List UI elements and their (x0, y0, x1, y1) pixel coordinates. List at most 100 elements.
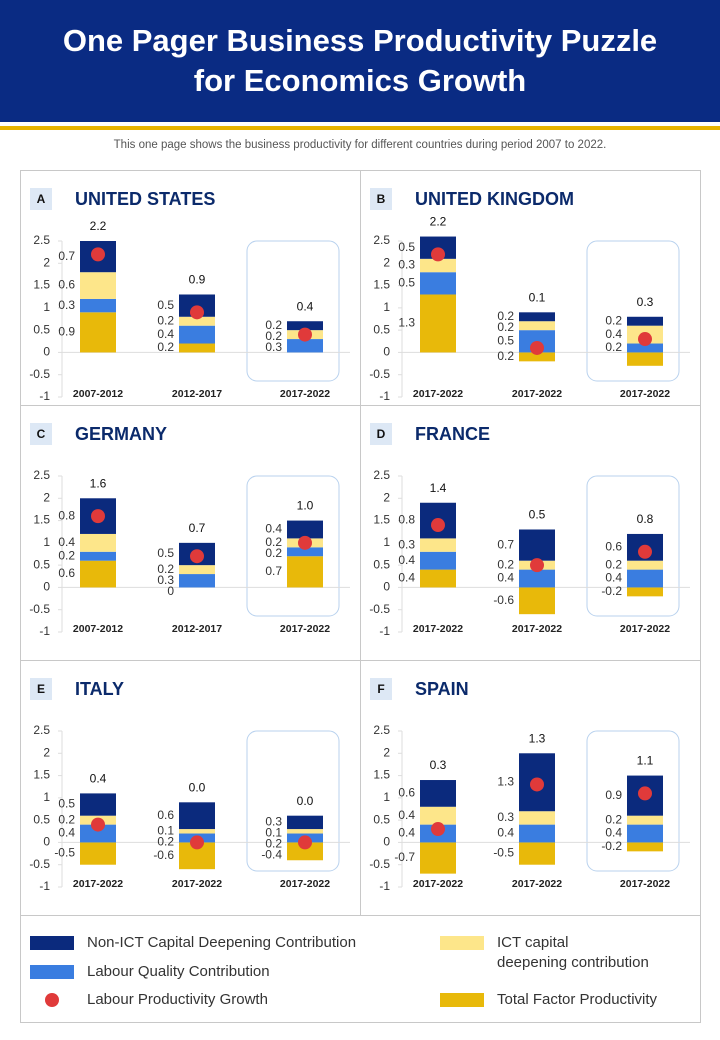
segment-label: 0.2 (605, 340, 622, 354)
segment-label: 0.3 (265, 340, 282, 354)
y-tick-label: -1 (39, 624, 50, 638)
panel-title: FRANCE (415, 424, 490, 444)
segment-label: -0.5 (493, 846, 514, 860)
segment-label: 0.4 (605, 327, 622, 341)
subtitle: This one page shows the business product… (113, 139, 607, 151)
growth-dot (91, 247, 105, 262)
panel-letter: E (37, 682, 45, 696)
bar-segment (287, 547, 323, 557)
y-tick-label: -0.5 (369, 857, 390, 871)
legend-marker (30, 965, 74, 979)
legend-label: Labour Productivity Growth (87, 991, 268, 1008)
y-tick-label: 2 (383, 745, 390, 759)
segment-label: 1.3 (398, 316, 415, 330)
panel-letter: C (37, 427, 46, 441)
y-tick-label: 0 (43, 580, 50, 594)
bar-segment (519, 811, 555, 825)
x-tick-label: 2017-2022 (172, 878, 222, 890)
segment-label: 0.7 (58, 249, 75, 263)
bar-segment (80, 298, 116, 313)
x-tick-label: 2017-2022 (620, 388, 670, 400)
bar-segment (519, 842, 555, 865)
segment-label: 0.4 (398, 571, 415, 585)
bar-segment (420, 569, 456, 588)
segment-label: -0.2 (601, 584, 622, 598)
segment-label: 0.5 (157, 546, 174, 560)
bar-segment (80, 560, 116, 588)
panel-letter: A (37, 192, 46, 206)
growth-dot (431, 247, 445, 262)
segment-label: 0.2 (157, 340, 174, 354)
y-tick-label: 1 (43, 535, 50, 549)
segment-label: 0.4 (398, 553, 415, 567)
y-tick-label: -0.5 (369, 602, 390, 616)
segment-label: 0.2 (157, 313, 174, 327)
growth-label: 1.0 (297, 499, 314, 513)
segment-label: 0.2 (58, 812, 75, 826)
y-tick-label: -1 (379, 389, 390, 403)
bar-segment (287, 556, 323, 588)
segment-label: 0.4 (58, 535, 75, 549)
letter-box (370, 678, 392, 700)
growth-dot (91, 817, 105, 832)
segment-label: 0.4 (58, 826, 75, 840)
x-tick-label: 2007-2012 (73, 623, 123, 635)
bar-segment (179, 316, 215, 326)
segment-label: 0.4 (265, 522, 282, 536)
growth-label: 0.0 (189, 780, 206, 794)
segment-label: 0.4 (605, 571, 622, 585)
growth-label: 0.8 (637, 512, 654, 526)
legend-marker (45, 993, 59, 1007)
segment-label: 0.2 (497, 309, 514, 323)
panel-letter: F (377, 682, 384, 696)
bar-segment (179, 565, 215, 575)
segment-label: 0.6 (58, 278, 75, 292)
segment-label: 0.2 (605, 557, 622, 571)
segment-label: -0.7 (394, 850, 415, 864)
bar-segment (179, 325, 215, 344)
panel-title: UNITED STATES (75, 189, 215, 209)
x-tick-label: 2017-2022 (512, 623, 562, 635)
segment-label: 0.6 (398, 786, 415, 800)
y-tick-label: 1.5 (373, 768, 390, 782)
segment-label: 0.2 (157, 562, 174, 576)
growth-dot (190, 835, 204, 850)
y-tick-label: 0.5 (33, 557, 50, 571)
segment-label: -0.2 (601, 839, 622, 853)
growth-dot (431, 822, 445, 837)
bar-segment (420, 842, 456, 874)
segment-label: 0.1 (157, 823, 174, 837)
segment-label: 0.4 (497, 826, 514, 840)
growth-dot (638, 544, 652, 559)
highlight-box (246, 730, 340, 872)
y-tick-label: -0.5 (29, 602, 50, 616)
growth-dot (638, 332, 652, 347)
bar-segment (420, 806, 456, 825)
bar-segment (519, 569, 555, 588)
x-tick-label: 2017-2022 (413, 388, 463, 400)
y-tick-label: -1 (379, 624, 390, 638)
y-tick-label: 1.5 (373, 278, 390, 292)
y-tick-label: -0.5 (369, 367, 390, 381)
legend-label: Labour Quality Contribution (87, 963, 270, 980)
bar-segment (179, 343, 215, 353)
y-tick-label: 0 (383, 580, 390, 594)
bar-segment (80, 533, 116, 552)
bar-segment (80, 793, 116, 816)
segment-label: 0.2 (265, 546, 282, 560)
growth-label: 0.0 (297, 794, 314, 808)
letter-box (30, 678, 52, 700)
bar-segment (287, 829, 323, 834)
y-tick-label: 2.5 (373, 723, 390, 737)
segment-label: 0.2 (265, 329, 282, 343)
bar-segment (519, 587, 555, 615)
bar-segment (287, 520, 323, 539)
y-tick-label: 2.5 (33, 723, 50, 737)
legend-marker (30, 936, 74, 950)
page-title: One Pager Business Productivity Puzzle f… (62, 23, 658, 98)
y-tick-label: 0 (383, 345, 390, 359)
bar-segment (80, 312, 116, 353)
panel-title: SPAIN (415, 679, 469, 699)
x-tick-label: 2017-2022 (280, 388, 330, 400)
highlight-box (586, 475, 680, 617)
